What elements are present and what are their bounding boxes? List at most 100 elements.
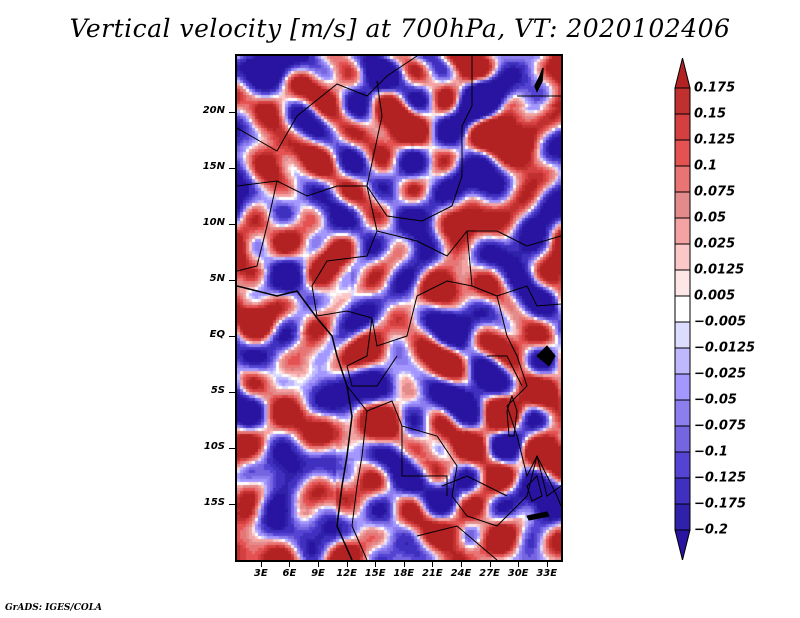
border-line bbox=[237, 180, 367, 197]
colorbar-bin bbox=[674, 399, 691, 427]
colorbar-bin bbox=[674, 347, 691, 375]
lake-outline bbox=[536, 345, 556, 367]
colorbar-label: −0.05 bbox=[694, 392, 737, 408]
border-line bbox=[351, 410, 368, 560]
y-tick bbox=[229, 392, 235, 393]
colorbar-label: 0.005 bbox=[694, 288, 736, 304]
y-tick bbox=[229, 224, 235, 225]
x-tick bbox=[546, 562, 548, 567]
colorbar-bin bbox=[674, 191, 691, 219]
lake-outline bbox=[526, 475, 543, 502]
x-tick bbox=[346, 562, 348, 567]
border-line bbox=[401, 426, 448, 496]
colorbar-bin bbox=[674, 139, 691, 167]
colorbar-extend-min bbox=[674, 529, 691, 560]
y-tick bbox=[229, 112, 235, 113]
y-tick-label: 10S bbox=[203, 441, 225, 452]
x-tick-label: 30E bbox=[507, 568, 529, 579]
colorbar-label: 0.15 bbox=[694, 106, 727, 122]
colorbar-bin bbox=[674, 321, 691, 349]
colorbar-extend-max bbox=[674, 58, 691, 89]
colorbar-bin bbox=[674, 503, 691, 531]
colorbar-label: 0.175 bbox=[694, 80, 736, 96]
colorbar-label: −0.075 bbox=[694, 418, 747, 434]
colorbar-bin bbox=[674, 87, 691, 115]
x-tick-label: 15E bbox=[364, 568, 386, 579]
y-tick-label: 15S bbox=[203, 497, 225, 508]
colorbar-label: −0.025 bbox=[694, 366, 747, 382]
x-tick bbox=[460, 562, 462, 567]
chart-title: Vertical velocity [m/s] at 700hPa, VT: 2… bbox=[69, 14, 731, 43]
x-tick bbox=[289, 562, 291, 567]
colorbar-bin bbox=[674, 373, 691, 401]
x-tick bbox=[375, 562, 377, 567]
y-tick-label: 5S bbox=[210, 385, 225, 396]
border-line bbox=[237, 180, 278, 272]
x-tick bbox=[260, 562, 262, 567]
map-plot-area bbox=[235, 54, 563, 562]
colorbar-label: 0.1 bbox=[694, 158, 718, 174]
y-tick-label: 10N bbox=[202, 217, 225, 228]
country-borders bbox=[237, 56, 561, 560]
colorbar-label: 0.025 bbox=[694, 236, 736, 252]
x-tick bbox=[489, 562, 491, 567]
x-tick bbox=[403, 562, 405, 567]
x-tick-label: 18E bbox=[393, 568, 415, 579]
colorbar-bin bbox=[674, 425, 691, 453]
coastline bbox=[237, 285, 353, 560]
lake-outline bbox=[506, 394, 518, 437]
x-tick bbox=[432, 562, 434, 567]
colorbar-label: −0.175 bbox=[694, 496, 747, 512]
border-line bbox=[366, 56, 473, 222]
x-tick-label: 24E bbox=[450, 568, 472, 579]
y-tick-label: 5N bbox=[209, 273, 225, 284]
border-line bbox=[466, 230, 561, 307]
colorbar-bin bbox=[674, 295, 691, 323]
y-tick-label: EQ bbox=[209, 329, 225, 340]
x-tick bbox=[318, 562, 319, 567]
colorbar-label: −0.2 bbox=[694, 522, 728, 538]
y-tick bbox=[229, 336, 235, 337]
x-tick-label: 6E bbox=[282, 568, 297, 579]
colorbar-bin bbox=[674, 217, 691, 245]
colorbar-bin bbox=[674, 113, 691, 141]
x-tick-label: 3E bbox=[253, 568, 268, 579]
border-line bbox=[496, 295, 561, 507]
colorbar-bin bbox=[674, 165, 691, 193]
colorbar-label: −0.005 bbox=[694, 314, 747, 330]
y-tick-label: 15N bbox=[202, 161, 225, 172]
x-tick-label: 9E bbox=[311, 568, 325, 579]
border-line bbox=[487, 355, 523, 387]
lake-outline bbox=[534, 67, 544, 93]
y-tick-label: 20N bbox=[202, 105, 225, 116]
x-tick-label: 21E bbox=[421, 568, 443, 579]
colorbar-label: 0.125 bbox=[694, 132, 736, 148]
colorbar-bin bbox=[674, 451, 691, 479]
vertical-velocity-field bbox=[237, 56, 561, 560]
x-tick bbox=[518, 562, 520, 567]
x-tick-label: 33E bbox=[536, 568, 558, 579]
colorbar-label: −0.1 bbox=[694, 444, 728, 460]
lake-outline bbox=[526, 511, 550, 521]
y-tick bbox=[229, 168, 235, 169]
grads-credit: GrADS: IGES/COLA bbox=[5, 603, 103, 613]
colorbar-label: 0.075 bbox=[694, 184, 736, 200]
colorbar-label: 0.0125 bbox=[694, 262, 745, 278]
y-tick bbox=[229, 280, 235, 281]
colorbar bbox=[674, 58, 691, 560]
colorbar-label: −0.0125 bbox=[694, 340, 756, 356]
border-line bbox=[237, 56, 418, 152]
border-line bbox=[416, 525, 498, 560]
colorbar-bin bbox=[674, 269, 691, 297]
colorbar-label: 0.05 bbox=[694, 210, 727, 226]
colorbar-bin bbox=[674, 243, 691, 271]
colorbar-bin bbox=[674, 477, 691, 505]
border-line bbox=[346, 317, 398, 387]
border-line bbox=[311, 185, 378, 317]
border-line bbox=[316, 280, 473, 347]
x-tick-label: 27E bbox=[479, 568, 500, 579]
y-tick bbox=[229, 504, 235, 505]
colorbar-label: −0.125 bbox=[694, 470, 747, 486]
border-line bbox=[536, 455, 561, 497]
x-tick-label: 12E bbox=[336, 568, 357, 579]
